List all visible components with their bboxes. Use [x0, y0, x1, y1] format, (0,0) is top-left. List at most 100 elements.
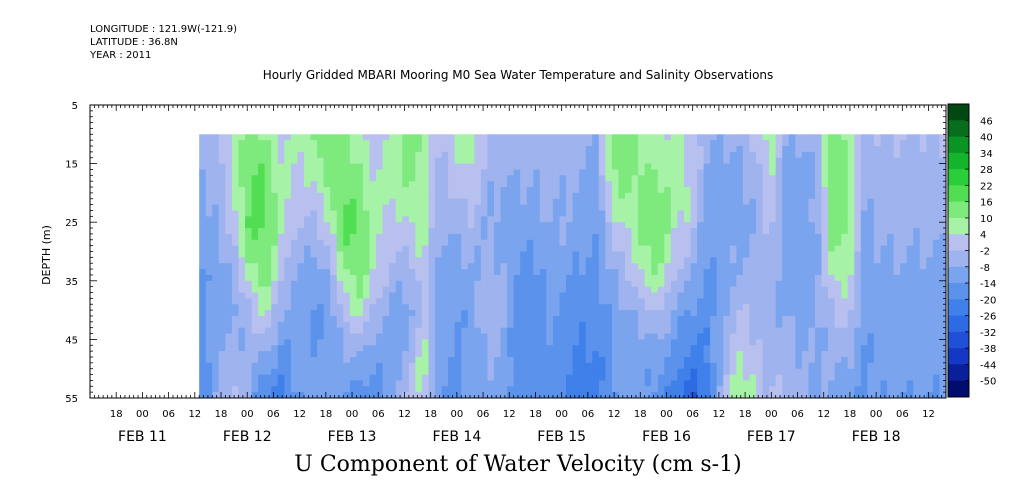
heatmap-cell [762, 310, 770, 317]
heatmap-cell [212, 304, 220, 311]
heatmap-cell [723, 210, 731, 217]
heatmap-cell [199, 339, 207, 346]
heatmap-cell [546, 210, 554, 217]
heatmap-cell [592, 304, 600, 311]
heatmap-cell [756, 345, 764, 352]
heatmap-cell [697, 269, 705, 276]
heatmap-cell [814, 192, 823, 200]
heatmap-cell [625, 263, 633, 270]
heatmap-cell [539, 187, 547, 194]
heatmap-cell [834, 134, 842, 141]
heatmap-cell [290, 321, 299, 329]
heatmap-cell [572, 356, 580, 364]
heatmap-cell [618, 140, 626, 147]
heatmap-cell [435, 192, 443, 200]
heatmap-cell [225, 181, 233, 188]
heatmap-cell [238, 134, 246, 141]
heatmap-cell [290, 198, 299, 206]
heatmap-cell [762, 228, 770, 235]
heatmap-cell [238, 380, 246, 387]
heatmap-cell [376, 157, 384, 165]
heatmap-cell [480, 198, 489, 206]
heatmap-cell [474, 368, 482, 376]
heatmap-cell [408, 187, 416, 194]
heatmap-cell [290, 339, 299, 346]
heatmap-cell [854, 351, 862, 358]
heatmap-cell [258, 368, 266, 376]
heatmap-cell [834, 345, 842, 352]
heatmap-cell [677, 345, 685, 352]
heatmap-cell [670, 269, 679, 276]
heatmap-cell [323, 269, 331, 276]
heatmap-cell [539, 386, 547, 393]
heatmap-cell [343, 216, 351, 223]
heatmap-cell [572, 204, 580, 212]
heatmap-cell [356, 146, 364, 153]
heatmap-cell [513, 228, 521, 235]
heatmap-cell [349, 345, 358, 352]
heatmap-cell [500, 216, 508, 223]
heatmap-cell [579, 187, 587, 194]
heatmap-cell [454, 169, 462, 176]
heatmap-cell [756, 298, 764, 305]
heatmap-cell [808, 222, 816, 229]
heatmap-cell [592, 368, 600, 376]
heatmap-cell [225, 392, 233, 398]
heatmap-cell [402, 198, 410, 206]
heatmap-cell [441, 298, 449, 305]
heatmap-cell [756, 192, 764, 200]
heatmap-cell [389, 245, 397, 253]
heatmap-cell [887, 151, 895, 159]
heatmap-cell [729, 198, 737, 206]
heatmap-cell [657, 140, 665, 147]
heatmap-cell [304, 333, 312, 340]
heatmap-cell [906, 298, 914, 305]
heatmap-cell [520, 333, 528, 340]
heatmap-cell [271, 356, 279, 364]
heatmap-cell [415, 356, 423, 364]
heatmap-cell [218, 175, 226, 182]
heatmap-cell [782, 392, 790, 398]
heatmap-cell [297, 222, 305, 229]
heatmap-cell [480, 274, 489, 282]
heatmap-cell [330, 374, 338, 382]
heatmap-cell [218, 169, 226, 176]
heatmap-cell [906, 392, 914, 398]
heatmap-cell [683, 292, 692, 299]
heatmap-cell [697, 163, 705, 171]
heatmap-cell [402, 368, 410, 376]
heatmap-cell [683, 169, 692, 176]
heatmap-cell [919, 151, 927, 159]
heatmap-cell [808, 345, 816, 352]
heatmap-cell [782, 140, 790, 147]
heatmap-cell [841, 175, 849, 182]
heatmap-cell [651, 374, 659, 382]
heatmap-cell [402, 356, 410, 364]
heatmap-cell [611, 233, 620, 241]
heatmap-cell [343, 251, 351, 258]
heatmap-cell [742, 356, 751, 364]
heatmap-cell [480, 345, 489, 352]
heatmap-cell [349, 339, 358, 346]
heatmap-cell [323, 321, 331, 329]
heatmap-cell [395, 292, 403, 299]
heatmap-cell [598, 204, 606, 212]
heatmap-cell [900, 134, 908, 141]
heatmap-cell [854, 274, 862, 282]
heatmap-cell [795, 204, 803, 212]
heatmap-cell [716, 356, 724, 364]
heatmap-cell [638, 146, 646, 153]
heatmap-cell [749, 392, 757, 398]
heatmap-cell [625, 181, 633, 188]
heatmap-cell [782, 228, 790, 235]
heatmap-cell [664, 198, 672, 206]
heatmap-cell [238, 198, 246, 206]
heatmap-cell [782, 204, 790, 212]
heatmap-cell [821, 263, 829, 270]
heatmap-cell [376, 169, 384, 176]
heatmap-cell [441, 386, 449, 393]
heatmap-cell [795, 134, 803, 141]
heatmap-cell [847, 315, 855, 323]
heatmap-cell [847, 257, 855, 264]
heatmap-cell [782, 192, 790, 200]
